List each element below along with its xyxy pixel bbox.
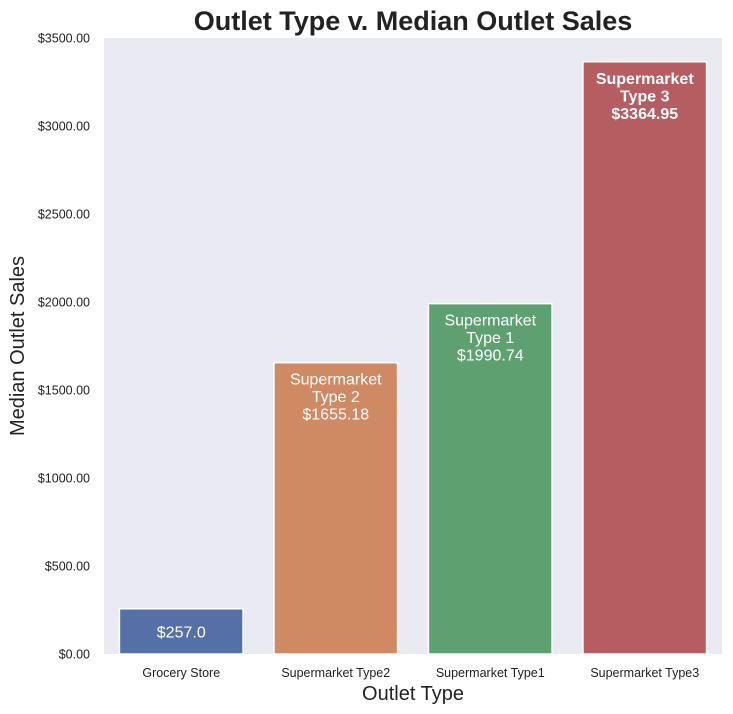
y-tick-label: $0.00	[59, 648, 90, 662]
y-tick-label: $3000.00	[38, 120, 90, 134]
bar	[427, 302, 553, 655]
bar-data-label: $3364.95	[611, 106, 678, 123]
bar-data-label: Type 3	[620, 88, 670, 105]
bar	[118, 608, 244, 655]
y-axis-label: Median Outlet Sales	[7, 256, 29, 436]
x-tick-label: Grocery Store	[142, 666, 220, 680]
chart-title: Outlet Type v. Median Outlet Sales	[194, 6, 633, 36]
bar-data-label: Supermarket	[290, 372, 382, 389]
bars-group	[118, 61, 708, 655]
bar-data-label: Supermarket	[596, 71, 694, 88]
bar	[582, 61, 708, 655]
y-tick-label: $2500.00	[38, 208, 90, 222]
bar	[273, 361, 399, 655]
y-tick-label: $1500.00	[38, 384, 90, 398]
bar-data-label: $1990.74	[457, 348, 524, 365]
bar-data-label: Type 1	[466, 330, 514, 347]
bar-data-label: $257.0	[157, 624, 206, 641]
bar-data-label: $1655.18	[302, 407, 369, 424]
x-axis-label: Outlet Type	[362, 683, 464, 705]
y-tick-label: $500.00	[45, 560, 90, 574]
bar-data-label: Type 2	[312, 389, 360, 406]
x-tick-label: Supermarket Type2	[281, 666, 390, 680]
y-axis-ticks: $0.00 $500.00 $1000.00 $1500.00 $2000.00 $250…	[38, 32, 90, 662]
bar-data-label: Supermarket	[444, 313, 536, 330]
y-tick-label: $3500.00	[38, 32, 90, 46]
x-tick-label: Supermarket Type3	[590, 666, 699, 680]
y-tick-label: $2000.00	[38, 296, 90, 310]
x-axis-ticks: Grocery Store Supermarket Type2 Supermarke…	[142, 666, 699, 680]
y-tick-label: $1000.00	[38, 472, 90, 486]
x-tick-label: Supermarket Type1	[436, 666, 545, 680]
